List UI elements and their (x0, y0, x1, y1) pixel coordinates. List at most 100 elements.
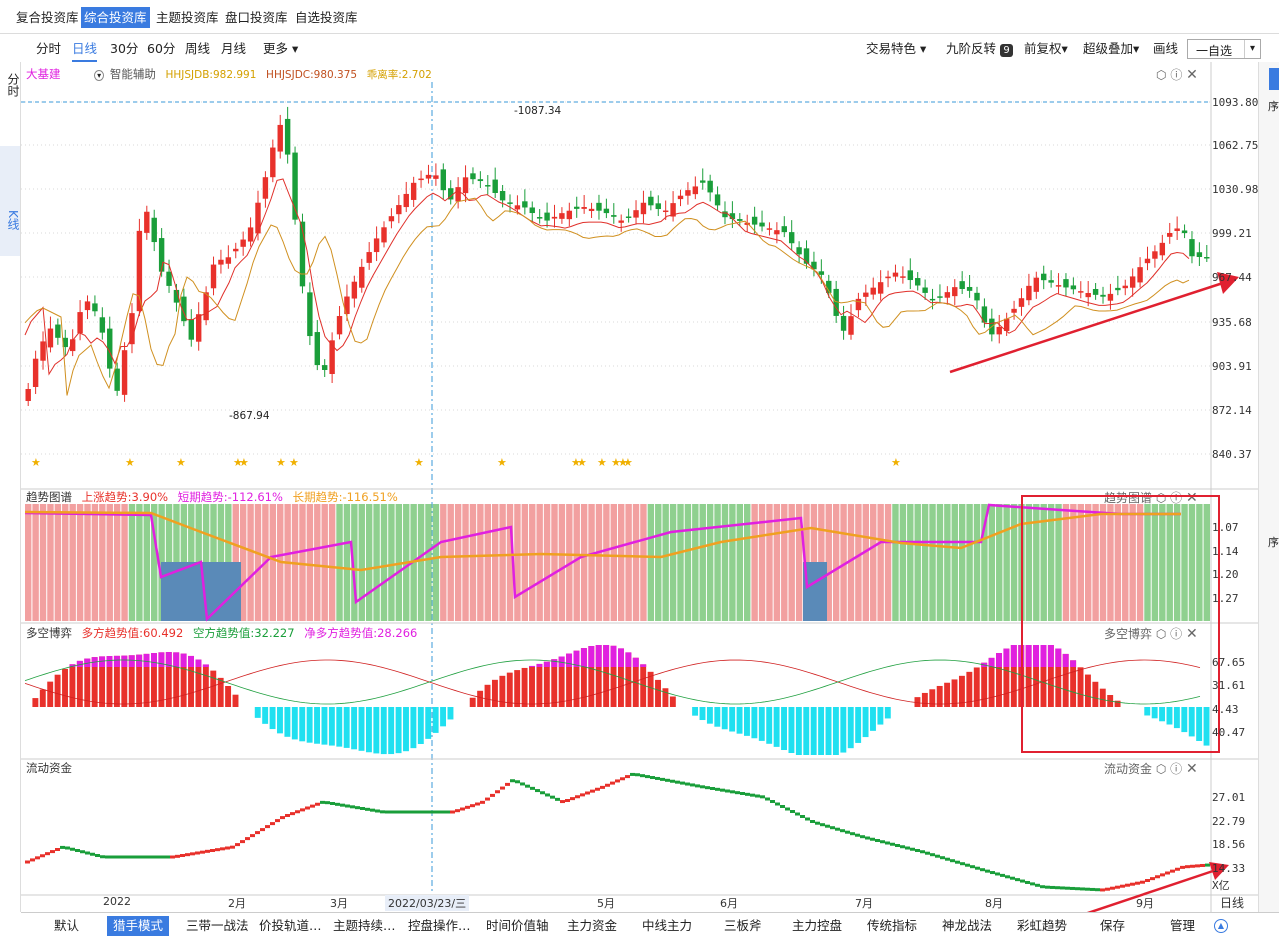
tab-market-lib[interactable]: 盘口投资库 (225, 10, 288, 25)
period-toolbar: 分时 日线 30分 60分 周线 月线 更多 ▾ 交易特色 ▾ 九阶反转 9 前… (21, 36, 1261, 62)
candle-body (247, 227, 254, 242)
tab-comprehensive-lib[interactable]: 综合投资库 (81, 7, 150, 28)
price-tick: 903.91 (1212, 360, 1252, 373)
liquidity-step (1000, 873, 1005, 877)
close-icon[interactable]: ✕ (1186, 626, 1198, 642)
liquidity-step (800, 815, 805, 818)
bottom-tab[interactable]: 默认 (54, 918, 80, 933)
chevron-down-icon[interactable]: ▾ (94, 70, 105, 81)
expand-up-icon[interactable]: ▲ (1214, 919, 1228, 933)
period-60min[interactable]: 60分 (147, 41, 176, 56)
liquidity-step (960, 862, 965, 866)
chevron-down-icon[interactable]: ▾ (1244, 40, 1260, 58)
settings-icon[interactable]: ⬡ (1155, 491, 1167, 505)
bear-bar (1203, 707, 1210, 746)
overlay-menu[interactable]: 超级叠加▾ (1083, 36, 1139, 62)
period-more[interactable]: 更多 ▾ (263, 36, 298, 62)
side-tab-kline[interactable]: K线 (0, 146, 20, 256)
bottom-tab[interactable]: 神龙战法 (942, 918, 993, 933)
bull-bar (506, 672, 513, 707)
liquidity-step (1025, 880, 1030, 884)
trend-bar (736, 504, 744, 621)
trend-bar (32, 504, 39, 621)
chevron-down-icon: ▾ (1133, 41, 1140, 56)
candle-body (803, 248, 810, 264)
help-icon[interactable]: ⓘ (1170, 491, 1183, 505)
liquidity-step (80, 850, 85, 854)
bear-bar (321, 707, 328, 745)
bottom-tab[interactable]: 管理 (1170, 918, 1196, 933)
bottom-tab[interactable]: 中线主力 (642, 918, 693, 933)
bull-bar (1099, 688, 1106, 707)
period-daily[interactable]: 日线 (72, 36, 98, 62)
trend-bar (1196, 504, 1203, 621)
liquidity-step (600, 785, 605, 789)
bull-bar (69, 664, 76, 707)
bottom-tab[interactable]: 主题持续… (333, 918, 396, 933)
bottom-tab[interactable]: 控盘操作… (408, 918, 471, 933)
right-panel-tab[interactable] (1269, 68, 1279, 90)
liquidity-step (555, 797, 560, 801)
bottom-tab-active[interactable]: 猎手模式 (107, 916, 170, 936)
bear-bar (1188, 707, 1195, 737)
trend-bar (758, 504, 766, 621)
trend-bar (269, 504, 277, 621)
trend-bar (454, 504, 462, 621)
bottom-tab[interactable]: 价投轨道… (259, 918, 322, 933)
period-timeshare[interactable]: 分时 (36, 41, 62, 56)
signal-star: ★ (611, 456, 621, 469)
bottom-tab[interactable]: 彩虹趋势 (1017, 918, 1068, 933)
candle-body (284, 118, 291, 155)
candle-body (1055, 285, 1062, 287)
tab-custom-lib[interactable]: 自选投资库 (295, 10, 358, 25)
close-icon[interactable]: ✕ (1186, 490, 1198, 506)
period-monthly[interactable]: 月线 (221, 41, 247, 56)
bottom-tab[interactable]: 传统指标 (867, 918, 918, 933)
liquidity-step (1015, 878, 1020, 882)
liquidity-step (640, 774, 645, 778)
trade-feature-menu[interactable]: 交易特色 ▾ (866, 36, 926, 62)
help-icon[interactable]: ⓘ (1170, 762, 1183, 776)
close-icon[interactable]: ✕ (1186, 761, 1198, 777)
help-icon[interactable]: ⓘ (1170, 627, 1183, 641)
trend-bar (1010, 504, 1018, 621)
bear-bar (870, 707, 876, 731)
close-icon[interactable]: ✕ (1186, 67, 1198, 83)
nine-reversal-button[interactable]: 九阶反转 9 (946, 36, 1013, 62)
period-weekly[interactable]: 周线 (185, 41, 211, 56)
bottom-tab[interactable]: 三带一战法 (186, 918, 249, 933)
bear-bar (818, 707, 825, 755)
bottom-tab[interactable]: 时间价值轴 (486, 918, 549, 933)
liquidity-step (365, 807, 370, 811)
trend-bar (425, 504, 432, 621)
trend-bar (69, 504, 76, 621)
bull-bar (958, 675, 965, 707)
bottom-tab[interactable]: 保存 (1100, 918, 1126, 933)
liquidity-step (475, 802, 480, 806)
adjust-menu[interactable]: 前复权▾ (1024, 36, 1068, 62)
bottom-tab[interactable]: 三板斧 (724, 918, 762, 933)
settings-icon[interactable]: ⬡ (1155, 762, 1167, 776)
trend-bar (595, 504, 603, 621)
liquidity-step (975, 866, 980, 870)
candle-body (448, 188, 454, 200)
trend-bar (484, 504, 491, 621)
bull-peak-bar (1070, 660, 1077, 667)
draw-line-button[interactable]: 画线 (1153, 41, 1179, 56)
settings-icon[interactable]: ⬡ (1155, 627, 1167, 641)
trend-bar (655, 504, 662, 621)
bottom-tab[interactable]: 主力控盘 (792, 918, 843, 933)
price-tick: 872.14 (1212, 404, 1252, 417)
tab-theme-lib[interactable]: 主题投资库 (156, 10, 219, 25)
side-tab-timeshare[interactable]: 分时 (6, 73, 20, 97)
bear-bar (1159, 707, 1166, 722)
help-icon[interactable]: ⓘ (1170, 68, 1183, 82)
bottom-tab[interactable]: 主力资金 (567, 918, 618, 933)
bull-bar (996, 653, 1002, 707)
tab-composite-lib[interactable]: 复合投资库 (16, 10, 79, 25)
liquidity-step (1005, 875, 1010, 879)
period-30min[interactable]: 30分 (110, 41, 139, 56)
watchlist-select[interactable]: 一自选 ▾ (1187, 39, 1261, 59)
kline-chart[interactable]: ★ ★ ★ ★★ ★ ★ ★ ★ ★★ ★ ★★★ ★-1087.34-867.94 (21, 62, 1258, 912)
settings-icon[interactable]: ⬡ (1156, 68, 1167, 82)
